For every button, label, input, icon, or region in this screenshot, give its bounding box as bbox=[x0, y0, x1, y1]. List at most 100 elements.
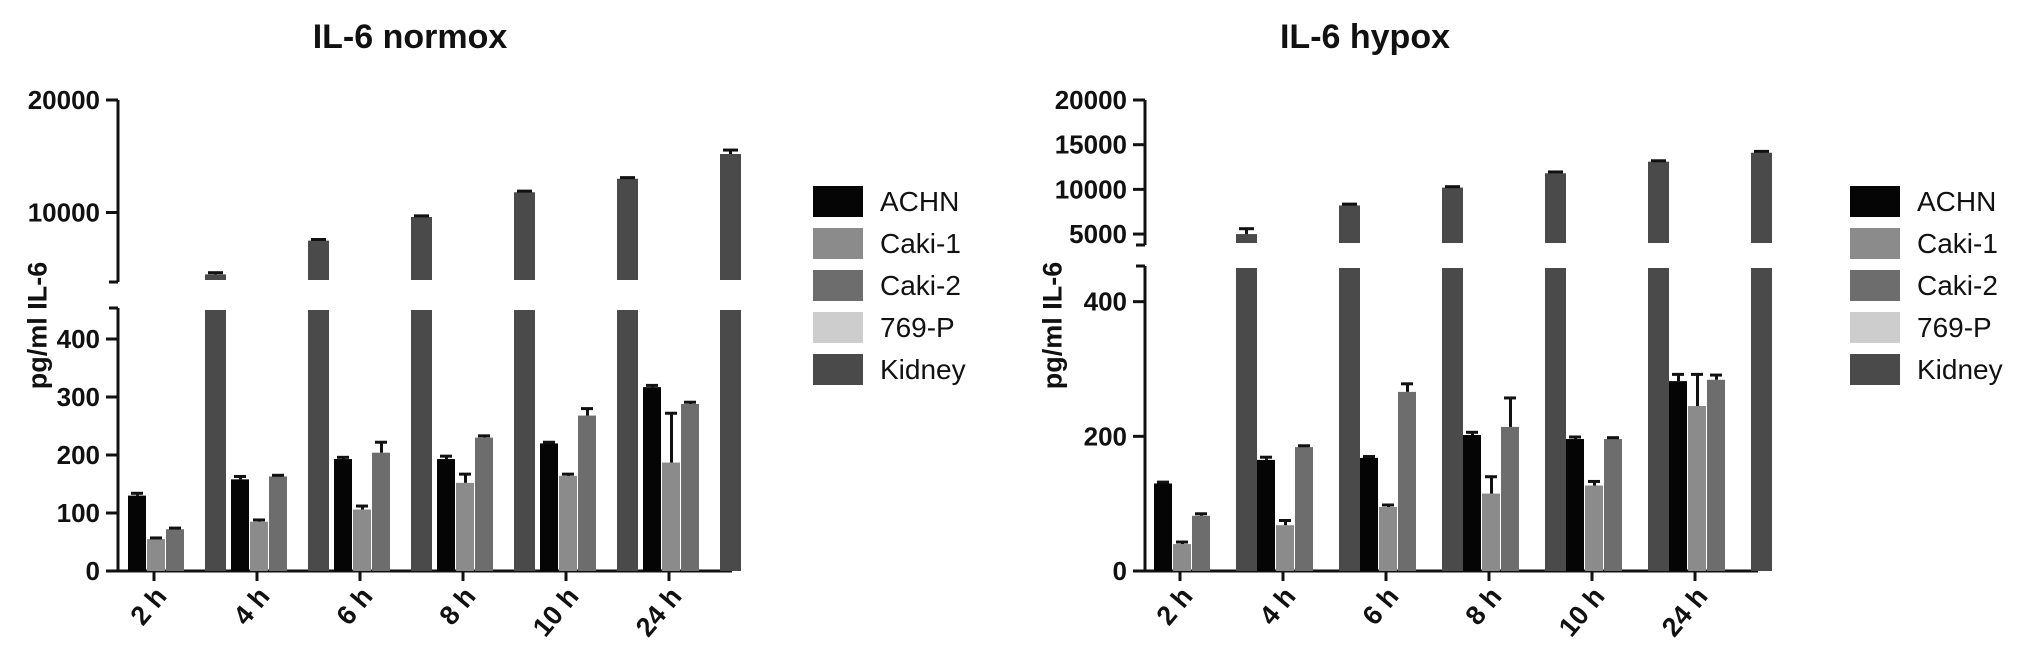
y-tick-label: 15000 bbox=[1055, 130, 1127, 160]
bar-caki-2 bbox=[578, 415, 596, 571]
x-tick-label: 6 h bbox=[1357, 582, 1405, 631]
bar-caki-1 bbox=[559, 475, 577, 571]
y-tick-label: 400 bbox=[1084, 287, 1127, 317]
bar-kidney bbox=[1339, 268, 1360, 571]
bar-achn bbox=[334, 459, 352, 571]
x-tick-label: 4 h bbox=[1254, 582, 1302, 631]
bar-caki-2 bbox=[1192, 515, 1210, 571]
bar-kidney bbox=[514, 310, 535, 571]
legend-item-caki-2: Caki-2 bbox=[1850, 267, 2003, 304]
y-tick-label: 20000 bbox=[28, 85, 100, 115]
legend-swatch-kidney bbox=[1850, 354, 1900, 385]
bar-kidney bbox=[1236, 268, 1257, 571]
y-tick-label: 20000 bbox=[1055, 85, 1127, 115]
bar-caki-1 bbox=[1585, 485, 1603, 571]
bar-kidney bbox=[617, 310, 638, 571]
bar-caki-1 bbox=[1379, 507, 1397, 571]
legend-swatch-achn bbox=[813, 186, 863, 217]
bar-achn bbox=[1566, 439, 1584, 571]
bar-caki-1 bbox=[1688, 406, 1706, 571]
legend-swatch-kidney bbox=[813, 354, 863, 385]
y-tick-label: 200 bbox=[57, 440, 100, 470]
bar-kidney bbox=[1442, 268, 1463, 571]
bar-kidney bbox=[308, 240, 329, 280]
bar-caki-2 bbox=[372, 452, 390, 571]
x-tick-label: 4 h bbox=[228, 582, 276, 631]
legend-label: Kidney bbox=[880, 353, 966, 385]
bar-kidney bbox=[1442, 187, 1463, 243]
y-tick-label: 200 bbox=[1084, 421, 1127, 451]
y-tick-label: 10000 bbox=[28, 198, 100, 228]
bar-kidney bbox=[411, 310, 432, 571]
bar-kidney bbox=[1236, 234, 1257, 243]
bar-caki-1 bbox=[353, 509, 371, 571]
chart-panel-normox: IL-6 normox pg/ml IL-6 0 100 200 300 400 1000… bbox=[0, 0, 1015, 666]
legend-item-caki-1: Caki-1 bbox=[813, 225, 966, 262]
legend-item-kidney: Kidney bbox=[813, 351, 966, 388]
bar-caki-1 bbox=[1173, 544, 1191, 571]
bar-kidney bbox=[1545, 268, 1566, 571]
bar-achn bbox=[1360, 457, 1378, 571]
bar-caki-2 bbox=[269, 476, 287, 571]
bar-caki-2 bbox=[681, 403, 699, 571]
bar-kidney bbox=[205, 310, 226, 571]
bar-caki-2 bbox=[1604, 439, 1622, 571]
legend-item-kidney: Kidney bbox=[1850, 351, 2003, 388]
legend-label: Caki-1 bbox=[1917, 227, 1998, 259]
bar-caki-1 bbox=[662, 462, 680, 571]
x-tick-label: 8 h bbox=[434, 582, 482, 631]
bar-achn bbox=[1154, 483, 1172, 571]
legend-label: Caki-2 bbox=[1917, 269, 1998, 301]
legend-item-caki-1: Caki-1 bbox=[1850, 225, 2003, 262]
y-tick-label: 5000 bbox=[1069, 219, 1127, 249]
legend-swatch-achn bbox=[1850, 186, 1900, 217]
bar-caki-1 bbox=[147, 539, 165, 571]
bar-kidney bbox=[720, 310, 741, 571]
bar-achn bbox=[128, 495, 146, 571]
bar-achn bbox=[540, 443, 558, 571]
bar-caki-2 bbox=[1295, 447, 1313, 571]
bar-chart-hypox: 0 200 400 5000 10000 15000 20000 2 h 4 h 6 h 8 h 10… bbox=[1055, 85, 1772, 643]
legend-label: ACHN bbox=[880, 185, 960, 217]
x-tick-label: 8 h bbox=[1460, 582, 1508, 631]
legend: ACHN Caki-1 Caki-2 769-P Kidney bbox=[813, 183, 966, 393]
y-tick-label: 100 bbox=[57, 498, 100, 528]
bar-caki-1 bbox=[250, 521, 268, 571]
x-tick-label: 24 h bbox=[1656, 582, 1714, 643]
bar-caki-2 bbox=[475, 437, 493, 571]
bar-achn bbox=[1257, 459, 1275, 571]
y-tick-label: 400 bbox=[57, 324, 100, 354]
legend-swatch-769-p bbox=[1850, 312, 1900, 343]
legend-item-caki-2: Caki-2 bbox=[813, 267, 966, 304]
bar-kidney bbox=[617, 178, 638, 280]
legend-swatch-caki-1 bbox=[1850, 228, 1900, 259]
x-tick-label: 6 h bbox=[331, 582, 379, 631]
y-tick-label: 300 bbox=[57, 382, 100, 412]
x-tick-label: 10 h bbox=[527, 582, 585, 643]
legend-label: Caki-1 bbox=[880, 227, 961, 259]
legend-label: 769-P bbox=[1917, 311, 1992, 343]
legend-label: ACHN bbox=[1917, 185, 1997, 217]
x-tick-label: 10 h bbox=[1553, 582, 1611, 643]
bar-kidney bbox=[1751, 152, 1772, 243]
bar-caki-2 bbox=[1501, 426, 1519, 571]
bar-chart-normox: 0 100 200 300 400 10000 20000 2 h 4 h 6 h 8 h 10 h 2… bbox=[28, 85, 741, 643]
x-tick-label: 2 h bbox=[1151, 582, 1199, 631]
legend-item-769-p: 769-P bbox=[1850, 309, 2003, 346]
y-tick-label: 0 bbox=[1113, 556, 1127, 586]
bar-kidney bbox=[411, 217, 432, 280]
bar-kidney bbox=[1545, 173, 1566, 243]
bar-kidney bbox=[1648, 268, 1669, 571]
legend-item-achn: ACHN bbox=[813, 183, 966, 220]
x-tick-label: 24 h bbox=[630, 582, 688, 643]
y-tick-label: 0 bbox=[86, 556, 100, 586]
bar-achn bbox=[643, 387, 661, 571]
legend-label: 769-P bbox=[880, 311, 955, 343]
x-tick-label: 2 h bbox=[125, 582, 173, 631]
bar-kidney bbox=[1648, 161, 1669, 243]
bar-caki-2 bbox=[1398, 391, 1416, 571]
y-tick-label: 10000 bbox=[1055, 174, 1127, 204]
bar-caki-2 bbox=[1707, 379, 1725, 571]
legend-swatch-caki-1 bbox=[813, 228, 863, 259]
bar-achn bbox=[231, 479, 249, 571]
